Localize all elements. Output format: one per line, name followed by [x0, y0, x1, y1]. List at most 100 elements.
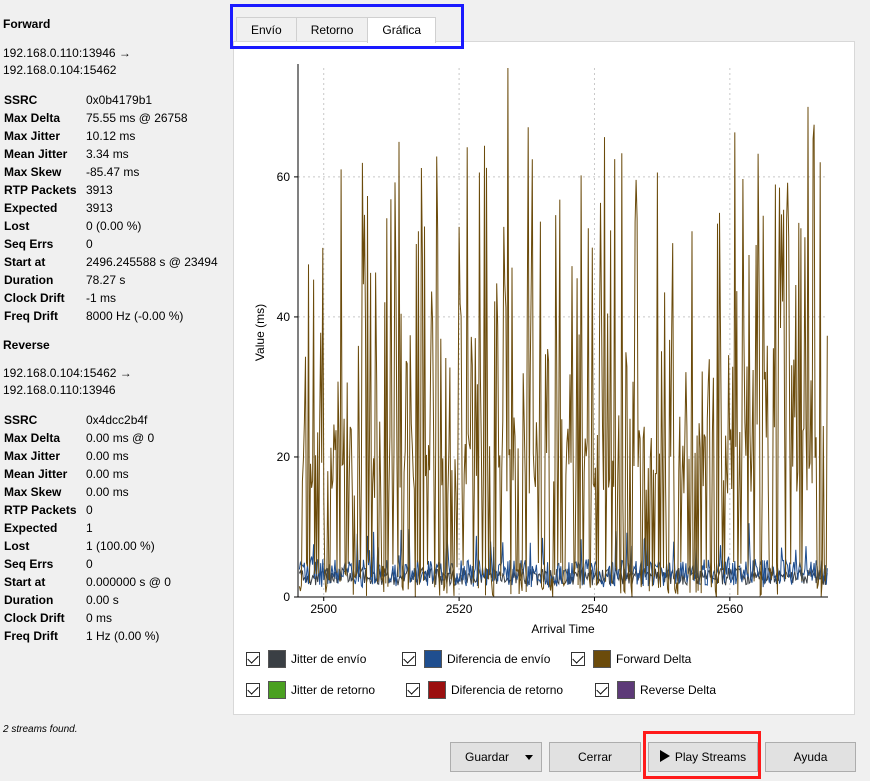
stat-label: RTP Packets — [4, 503, 77, 517]
stat-value: 0x4dcc2b4f — [86, 413, 148, 427]
y-tick-label: 40 — [277, 310, 291, 324]
tab-bar: Envío Retorno Gráfica — [236, 17, 437, 43]
stat-label: Expected — [4, 201, 58, 215]
forward-stats: SSRC 0x0b4179b1 Max Delta 75.55 ms @ 26758 M… — [4, 91, 232, 325]
checkbox[interactable] — [406, 683, 420, 697]
stat-label: Mean Jitter — [4, 467, 68, 481]
stat-value: 0.000000 s @ 0 — [86, 575, 171, 589]
stat-value: 3913 — [86, 183, 113, 197]
stat-value: -85.47 ms — [86, 165, 140, 179]
stat-row: RTP Packets 0 — [4, 501, 232, 519]
checkbox[interactable] — [246, 652, 260, 666]
stat-label: SSRC — [4, 93, 38, 107]
stat-value: 3.34 ms — [86, 147, 129, 161]
stat-row: Clock Drift -1 ms — [4, 289, 232, 307]
play-streams-label: Play Streams — [674, 750, 747, 764]
color-swatch — [268, 650, 286, 668]
stat-value: -1 ms — [86, 291, 116, 305]
stat-label: RTP Packets — [4, 183, 77, 197]
y-tick-label: 60 — [277, 170, 291, 184]
stat-row: Lost 1 (100.00 %) — [4, 537, 232, 555]
legend-label: Diferencia de envío — [447, 652, 551, 666]
legend-label: Reverse Delta — [640, 683, 717, 697]
stat-label: SSRC — [4, 413, 38, 427]
stat-label: Duration — [4, 273, 54, 287]
guardar-label: Guardar — [465, 750, 510, 764]
stat-value: 0.00 ms — [86, 467, 129, 481]
checkbox[interactable] — [402, 652, 416, 666]
stat-value: 0 — [86, 557, 93, 571]
stats-panel: Forward 192.168.0.110:13946 → 192.168.0.… — [0, 0, 232, 700]
color-swatch — [428, 681, 446, 699]
stat-row: Max Delta 0.00 ms @ 0 — [4, 429, 232, 447]
legend-label: Diferencia de retorno — [451, 683, 564, 697]
forward-title: Forward — [3, 17, 51, 31]
ayuda-button[interactable]: Ayuda — [765, 742, 856, 772]
graph-plot[interactable]: 2500 2520 2540 2560 0 20 40 60 Arrival Time Value… — [234, 42, 854, 642]
tab-retorno[interactable]: Retorno — [295, 17, 369, 42]
x-tick-label: 2500 — [310, 602, 337, 616]
stat-value: 0 — [86, 237, 93, 251]
stat-label: Mean Jitter — [4, 147, 68, 161]
stat-row: Duration 78.27 s — [4, 271, 232, 289]
stat-value: 0.00 ms — [86, 449, 129, 463]
stat-label: Duration — [4, 593, 54, 607]
stat-value: 1 — [86, 521, 93, 535]
legend-item[interactable]: Diferencia de envío — [402, 650, 550, 668]
stat-label: Start at — [4, 575, 46, 589]
guardar-button[interactable]: Guardar — [450, 742, 542, 772]
stat-row: Max Skew -85.47 ms — [4, 163, 232, 181]
stat-row: Freq Drift 8000 Hz (-0.00 %) — [4, 307, 232, 325]
play-icon — [659, 750, 670, 762]
stat-label: Seq Errs — [4, 557, 54, 571]
stat-value: 75.55 ms @ 26758 — [86, 111, 188, 125]
color-swatch — [424, 650, 442, 668]
stat-row: Start at 2496.245588 s @ 23494 — [4, 253, 232, 271]
stat-value: 3913 — [86, 201, 113, 215]
stat-value: 0 — [86, 503, 93, 517]
stat-row: Mean Jitter 0.00 ms — [4, 465, 232, 483]
tab-grafica[interactable]: Gráfica — [367, 17, 437, 43]
stat-row: Max Jitter 10.12 ms — [4, 127, 232, 145]
tab-envio[interactable]: Envío — [236, 17, 297, 42]
stat-row: Seq Errs 0 — [4, 555, 232, 573]
legend-item[interactable]: Forward Delta — [571, 650, 691, 668]
legend-item[interactable]: Jitter de envío — [246, 650, 366, 668]
stat-value: 0.00 ms @ 0 — [86, 431, 155, 445]
stat-label: Start at — [4, 255, 46, 269]
checkbox[interactable] — [246, 683, 260, 697]
dropdown-arrow-icon — [525, 755, 533, 760]
legend-label: Jitter de retorno — [291, 683, 376, 697]
cerrar-button[interactable]: Cerrar — [549, 742, 641, 772]
play-streams-button[interactable]: Play Streams — [648, 742, 758, 772]
x-tick-label: 2520 — [446, 602, 473, 616]
legend-item[interactable]: Diferencia de retorno — [406, 681, 563, 699]
stat-value: 10.12 ms — [86, 129, 136, 143]
stat-row: Freq Drift 1 Hz (0.00 %) — [4, 627, 232, 645]
legend-item[interactable]: Reverse Delta — [595, 681, 716, 699]
reverse-title: Reverse — [3, 338, 50, 352]
series-forward-delta — [298, 67, 828, 598]
stat-label: Max Jitter — [4, 129, 61, 143]
stat-label: Freq Drift — [4, 309, 58, 323]
stat-value: 2496.245588 s @ 23494 — [86, 255, 218, 269]
stat-row: Clock Drift 0 ms — [4, 609, 232, 627]
stat-row: SSRC 0x4dcc2b4f — [4, 411, 232, 429]
color-swatch — [617, 681, 635, 699]
checkbox[interactable] — [595, 683, 609, 697]
reverse-stats: SSRC 0x4dcc2b4f Max Delta 0.00 ms @ 0 Max Ji… — [4, 411, 232, 645]
graph-panel: 2500 2520 2540 2560 0 20 40 60 Arrival Time Value… — [233, 41, 855, 715]
stat-value: 8000 Hz (-0.00 %) — [86, 309, 184, 323]
checkbox[interactable] — [571, 652, 585, 666]
stat-row: Duration 0.00 s — [4, 591, 232, 609]
stat-label: Max Skew — [4, 165, 62, 179]
forward-flow-dst: 192.168.0.104:15462 — [3, 63, 117, 77]
status-text: 2 streams found. — [3, 724, 78, 735]
stat-value: 0.00 ms — [86, 485, 129, 499]
stat-label: Lost — [4, 539, 30, 553]
y-tick-label: 20 — [277, 450, 291, 464]
stat-label: Max Jitter — [4, 449, 61, 463]
stat-row: Max Skew 0.00 ms — [4, 483, 232, 501]
legend-item[interactable]: Jitter de retorno — [246, 681, 375, 699]
legend-label: Forward Delta — [616, 652, 692, 666]
